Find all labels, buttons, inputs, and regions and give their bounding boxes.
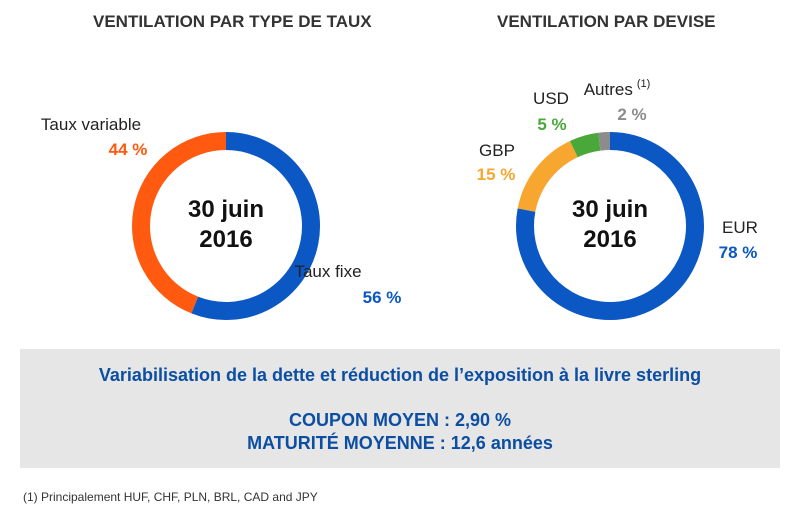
slice-autres: [598, 132, 611, 151]
slice-taux-variable: [132, 132, 227, 314]
average-coupon: COUPON MOYEN : 2,90 %: [288, 410, 512, 430]
footnote-marker: (1): [637, 78, 650, 90]
value-label-gbp: 15 %: [477, 165, 516, 184]
donut-chart-devise: 30 juin 2016 EUR 78 % GBP 15 % USD 5 % Autres (1)…: [477, 78, 758, 320]
slice-eur: [516, 132, 704, 320]
summary-headline: Variabilisation de la dette et réduction…: [98, 365, 702, 385]
center-label-line: 2016: [583, 226, 636, 253]
center-label-line: 2016: [199, 226, 252, 253]
value-label-taux-fixe: 56 %: [363, 288, 402, 307]
value-label-usd: 5 %: [537, 115, 566, 134]
category-label-usd: USD: [533, 89, 569, 108]
summary-box: Variabilisation de la dette et réduction…: [20, 349, 780, 468]
slice-gbp: [517, 140, 578, 213]
value-label-autres: 2 %: [617, 105, 646, 124]
center-label-line: 30 juin: [572, 196, 648, 223]
average-maturity: MATURITÉ MOYENNE : 12,6 années: [247, 433, 553, 453]
category-label-taux-fixe: Taux fixe: [294, 262, 361, 281]
category-label-eur: EUR: [722, 218, 758, 237]
footnote: (1) Principalement HUF, CHF, PLN, BRL, C…: [23, 490, 318, 504]
category-label-taux-variable: Taux variable: [41, 115, 141, 134]
slice-usd: [569, 132, 601, 158]
slice-taux-fixe: [191, 132, 320, 320]
category-label-autres: Autres (1): [584, 78, 651, 99]
chart-title-taux: VENTILATION PAR TYPE DE TAUX: [93, 12, 372, 31]
center-label-line: 30 juin: [188, 196, 264, 223]
value-label-eur: 78 %: [719, 243, 758, 262]
value-label-taux-variable: 44 %: [109, 140, 148, 159]
chart-title-devise: VENTILATION PAR DEVISE: [497, 12, 716, 31]
category-label-gbp: GBP: [479, 141, 515, 160]
